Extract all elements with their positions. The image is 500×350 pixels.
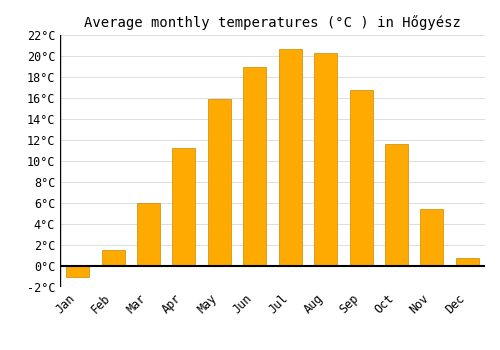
Bar bbox=[244, 66, 266, 266]
Bar bbox=[385, 144, 408, 266]
Bar bbox=[350, 90, 372, 266]
Bar bbox=[137, 203, 160, 266]
Title: Average monthly temperatures (°C ) in Hőgyész: Average monthly temperatures (°C ) in Hő… bbox=[84, 15, 461, 30]
Bar bbox=[278, 49, 301, 266]
Bar bbox=[314, 53, 337, 266]
Bar bbox=[420, 209, 444, 266]
Bar bbox=[102, 250, 124, 266]
Bar bbox=[172, 148, 196, 266]
Bar bbox=[456, 258, 479, 266]
Bar bbox=[208, 99, 231, 266]
Bar bbox=[66, 266, 89, 276]
